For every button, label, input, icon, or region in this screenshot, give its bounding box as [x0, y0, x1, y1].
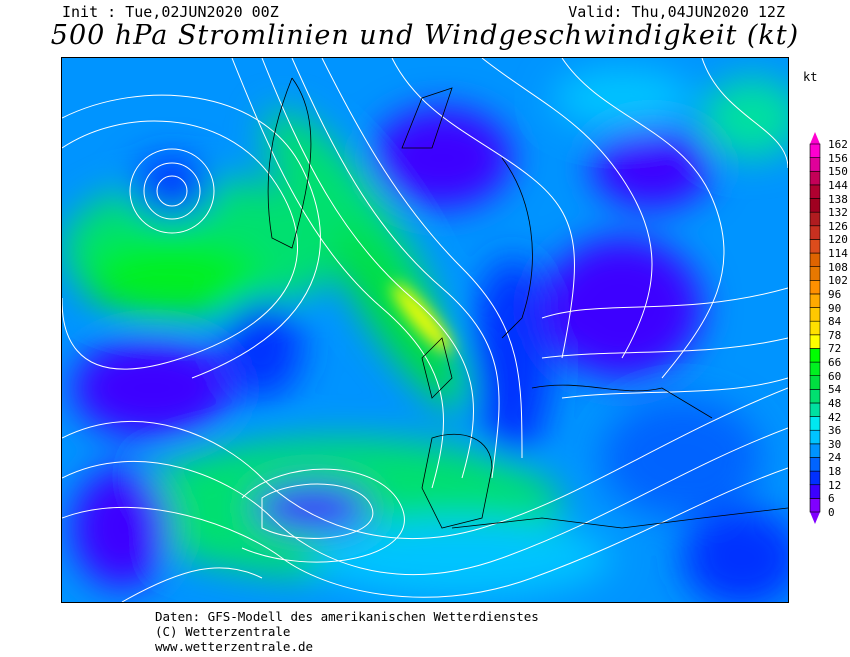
legend-label: 90	[828, 301, 842, 315]
legend-swatch	[809, 198, 821, 213]
legend-label: 6	[828, 492, 835, 506]
legend-swatch	[809, 170, 821, 186]
chart-title: 500 hPa Stromlinien und Windgeschwindigk…	[50, 20, 800, 51]
legend-swatch	[809, 252, 821, 267]
legend-label: 30	[828, 437, 842, 451]
legend-label: 36	[828, 424, 842, 438]
legend-min-arrow	[810, 512, 820, 524]
legend-swatch	[809, 457, 821, 472]
legend-swatch	[809, 429, 821, 445]
legend-label: 144	[828, 178, 848, 192]
legend-swatch	[809, 443, 821, 458]
color-legend: 0 6 12 18 24 30 36 42 48 54 60 66 72 78 84 90 96 102 108 11…	[808, 128, 848, 528]
legend-swatch	[809, 334, 821, 349]
legend-label: 108	[828, 260, 848, 274]
legend-label: 12	[828, 478, 842, 492]
legend-swatch	[809, 225, 821, 240]
wind-speed-shading	[62, 68, 788, 602]
legend-label: 18	[828, 465, 842, 479]
legend-label: 102	[828, 274, 848, 288]
legend-swatch	[809, 484, 821, 499]
legend-swatch	[809, 498, 821, 513]
legend-swatch	[809, 211, 821, 227]
legend-swatch	[809, 361, 821, 377]
legend-label: 72	[828, 342, 842, 356]
legend-label: 78	[828, 328, 842, 342]
legend-label: 126	[828, 219, 848, 233]
website-link[interactable]: www.wetterzentrale.de	[155, 639, 314, 654]
legend-swatch	[809, 389, 821, 404]
copyright: (C) Wetterzentrale	[155, 624, 291, 639]
legend-label: 132	[828, 206, 848, 220]
map-field	[62, 58, 788, 602]
init-time: Init : Tue,02JUN2020 00Z	[62, 3, 279, 21]
legend-swatch	[809, 143, 821, 158]
legend-max-arrow	[810, 132, 820, 144]
legend-swatch	[809, 239, 821, 254]
streamlines	[62, 58, 788, 602]
legend-label: 114	[828, 247, 848, 261]
legend-swatch	[809, 293, 821, 308]
legend-swatch	[809, 307, 821, 322]
legend-swatch	[809, 470, 821, 486]
legend-label: 42	[828, 410, 842, 424]
legend-label: 162	[828, 138, 848, 151]
legend-unit: kt	[803, 70, 818, 84]
legend-label: 54	[828, 383, 842, 397]
legend-label: 84	[828, 315, 842, 329]
legend-label: 60	[828, 369, 842, 383]
legend-colorbar	[809, 132, 821, 524]
legend-swatch	[809, 184, 821, 199]
legend-label: 96	[828, 287, 842, 301]
legend-label: 24	[828, 451, 842, 465]
valid-time: Valid: Thu,04JUN2020 12Z	[568, 3, 785, 21]
legend-swatch	[809, 348, 821, 363]
legend-label: 138	[828, 192, 848, 206]
legend-swatch	[809, 416, 821, 431]
legend-swatch	[809, 320, 821, 336]
legend-label: 66	[828, 356, 842, 370]
legend-label: 48	[828, 396, 842, 410]
legend-label: 0	[828, 506, 835, 519]
coastlines	[267, 77, 788, 529]
footer: Daten: GFS-Modell des amerikanischen Wet…	[155, 609, 539, 654]
wind-speed-map	[61, 57, 789, 603]
legend-swatch	[809, 375, 821, 390]
legend-label: 156	[828, 151, 848, 165]
legend-swatch	[809, 266, 821, 281]
data-source: Daten: GFS-Modell des amerikanischen Wet…	[155, 609, 539, 624]
legend-label: 150	[828, 165, 848, 179]
legend-label: 120	[828, 233, 848, 247]
legend-swatch	[809, 279, 821, 295]
legend-swatch	[809, 157, 821, 172]
legend-swatch	[809, 402, 821, 417]
